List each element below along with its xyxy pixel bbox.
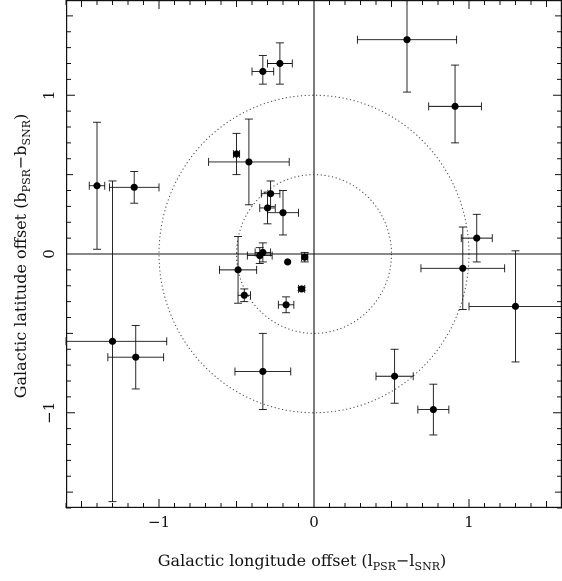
data-point — [391, 372, 399, 380]
data-point — [259, 67, 267, 76]
data-point — [511, 302, 520, 310]
data-point — [234, 266, 242, 274]
data-point — [279, 209, 287, 217]
data-point — [232, 150, 241, 158]
data-point — [276, 59, 284, 68]
data-point — [451, 102, 459, 110]
data-point — [301, 253, 309, 261]
data-point — [282, 301, 290, 309]
data-point — [473, 234, 481, 242]
data-point — [259, 367, 267, 376]
data-point — [245, 158, 253, 166]
zero-lines — [66, 0, 562, 508]
data-point — [130, 183, 138, 191]
data-point — [284, 258, 292, 266]
data-point — [263, 204, 272, 212]
data-point — [459, 264, 467, 272]
data-points — [93, 36, 520, 414]
data-point — [132, 353, 140, 361]
data-point — [240, 291, 248, 299]
x-tick-label: −1 — [148, 513, 170, 531]
x-axis-title: Galactic longitude offset (lPSR−lSNR) — [158, 551, 447, 573]
data-point — [256, 251, 264, 260]
y-tick-label: 1 — [40, 90, 58, 100]
data-point — [429, 405, 437, 414]
y-tick-label: 0 — [40, 249, 58, 259]
y-tick-label: −1 — [40, 402, 58, 424]
data-point — [298, 285, 306, 293]
x-tick-label: 0 — [309, 513, 319, 531]
data-point — [93, 182, 101, 190]
data-point — [108, 337, 117, 345]
axis-ticks: −1 0 1 −1 0 1 — [40, 0, 562, 531]
y-axis-title: Galactic latitude offset (bPSR−bSNR) — [11, 114, 33, 399]
data-point — [267, 190, 275, 198]
data-point — [403, 36, 411, 44]
x-tick-label: 1 — [464, 513, 474, 531]
